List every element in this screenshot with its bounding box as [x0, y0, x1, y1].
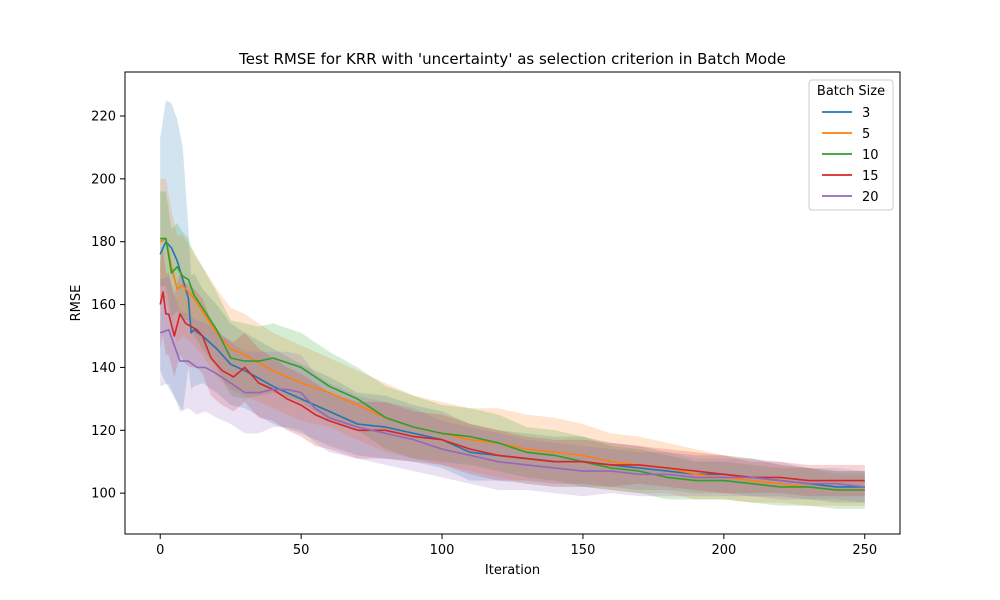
- legend-label: 3: [862, 106, 870, 121]
- series-lines: [159, 237, 865, 491]
- x-tick-label: 0: [156, 543, 164, 558]
- legend: Batch Size 3 5 10 15 20: [808, 79, 894, 211]
- y-tick-label: 120: [91, 424, 116, 439]
- x-axis-label: Iteration: [485, 563, 540, 578]
- x-tick-label: 200: [711, 543, 736, 558]
- line-series-20: [159, 328, 865, 488]
- band-series-20: [160, 276, 865, 503]
- legend-label: 10: [862, 148, 879, 163]
- y-axis-label: RMSE: [69, 285, 84, 322]
- y-axis-ticks: 100 120 140 160 180 200 220: [91, 110, 125, 502]
- legend-label: 20: [862, 190, 879, 205]
- y-tick-label: 200: [91, 172, 116, 187]
- line-series-15: [159, 291, 865, 482]
- y-tick-label: 220: [91, 110, 116, 125]
- x-tick-label: 50: [293, 543, 310, 558]
- y-tick-label: 100: [91, 487, 116, 502]
- x-tick-label: 250: [852, 543, 877, 558]
- band-series-15: [160, 248, 865, 497]
- legend-box: [808, 79, 894, 211]
- x-tick-label: 100: [430, 543, 455, 558]
- x-axis-ticks: 0 50 100 150 200 250: [156, 534, 877, 558]
- x-tick-label: 150: [571, 543, 596, 558]
- plot-area-frame: [124, 71, 901, 535]
- line-series-3: [159, 240, 865, 488]
- y-tick-label: 140: [91, 361, 116, 376]
- band-series-3: [160, 100, 865, 503]
- legend-label: 5: [862, 127, 870, 142]
- legend-label: 15: [862, 169, 879, 184]
- legend-items: 3 5 10 15 20: [822, 106, 879, 205]
- y-tick-label: 180: [91, 235, 116, 250]
- line-series-10: [160, 237, 865, 491]
- y-tick-label: 160: [91, 298, 116, 313]
- legend-title: Batch Size: [817, 84, 885, 99]
- chart-title: Test RMSE for KRR with 'uncertainty' as …: [238, 50, 786, 68]
